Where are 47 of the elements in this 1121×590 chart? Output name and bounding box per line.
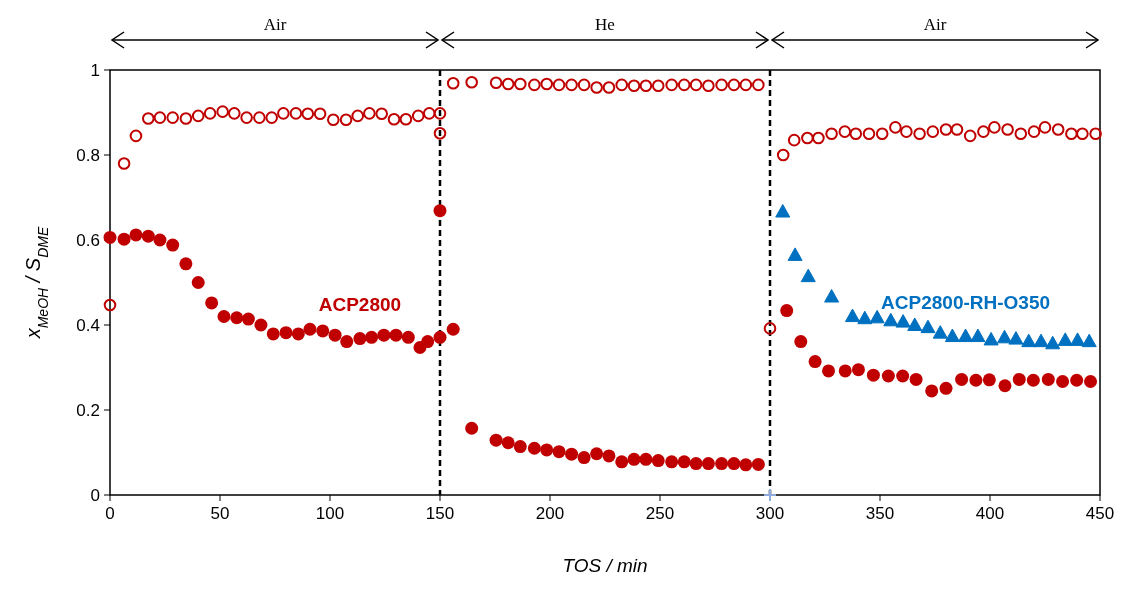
series-label: ACP2800 [318,294,402,316]
point [1045,335,1061,350]
point [857,310,873,325]
y-tick-label: 0.4 [76,315,100,335]
y-tick-label: 1 [90,60,100,80]
point [932,325,948,339]
text: Air [923,15,947,34]
point [824,289,840,303]
x-tick-label: 50 [210,504,230,523]
point [1033,333,1049,348]
y-tick-label: 0.6 [76,230,100,250]
point [1081,333,1097,348]
series-label: ACP2800-RH-O350 [881,291,1051,313]
point [883,312,899,327]
point [1021,333,1037,348]
x-axis-title: TOS / min [562,555,648,576]
point [1008,331,1024,345]
point [845,308,860,323]
y-tick-label: 0.2 [76,400,100,420]
text: Air [263,15,287,34]
point [763,488,777,502]
point [997,329,1013,344]
x-tick-label: 0 [105,504,115,523]
point [1057,332,1073,346]
text: He [595,15,615,34]
x-tick-label: 450 [1085,504,1115,523]
point [800,268,816,283]
x-tick-label: 100 [315,504,345,523]
point [907,317,923,331]
point [920,319,936,334]
y-tick-label: 0.8 [76,145,100,165]
x-tick-label: 200 [535,504,565,523]
x-tick-label: 150 [425,504,455,523]
point [1070,332,1086,346]
x-tick-label: 300 [755,504,785,523]
x-tick-label: 400 [975,504,1005,523]
y-tick-label: 0 [90,485,100,505]
point [787,247,803,261]
point [775,204,791,218]
point [958,328,974,343]
x-tick-label: 250 [645,504,675,523]
x-tick-label: 350 [865,504,895,523]
point [970,328,986,343]
point [895,314,911,328]
point [983,331,999,346]
point [944,328,960,343]
point [869,309,885,324]
